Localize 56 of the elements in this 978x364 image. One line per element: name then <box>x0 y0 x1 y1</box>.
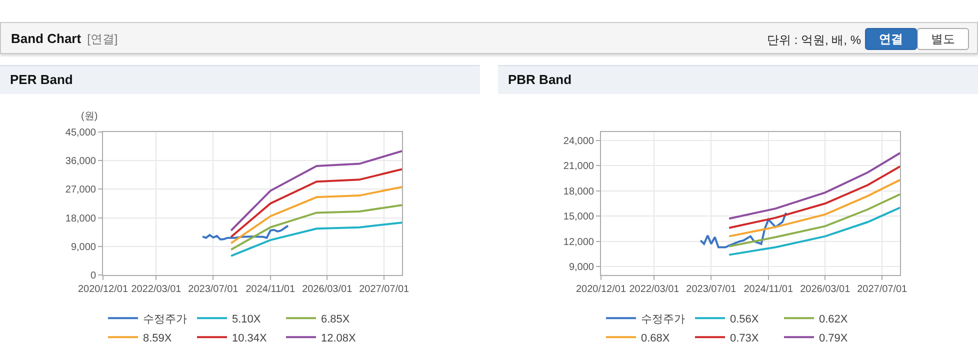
y-tick-label: 21,000 <box>563 161 594 172</box>
line-series <box>230 186 402 244</box>
legend-label: 수정주가 <box>143 313 187 326</box>
legend-label: 5.10X <box>232 313 262 326</box>
x-tick-label: 2026/03/01 <box>302 284 353 295</box>
legend-label: 8.59X <box>143 332 172 344</box>
legend-label: 6.85X <box>321 313 350 326</box>
y-tick-label: 0 <box>90 270 96 282</box>
x-tick-label: 2024/11/01 <box>744 284 794 295</box>
y-tick-label: 45,000 <box>65 128 96 138</box>
y-tick-label: 18,000 <box>563 186 594 198</box>
x-tick-label: 2024/11/01 <box>246 284 296 295</box>
toggle-button-active[interactable]: 연결 <box>865 28 917 50</box>
x-tick-label: 2026/03/01 <box>800 284 851 295</box>
line-series <box>728 178 900 238</box>
y-axis-title: (원) <box>81 111 98 122</box>
legend-label: 0.68X <box>641 332 670 344</box>
x-tick-label: 2023/07/01 <box>188 284 239 295</box>
y-tick-label: 12,000 <box>563 236 594 248</box>
line-series <box>230 222 402 257</box>
toggle-button[interactable]: 별도 <box>917 28 969 50</box>
x-tick-label: 2022/03/01 <box>629 284 680 295</box>
y-tick-label: 36,000 <box>65 156 96 168</box>
line-series <box>230 150 402 232</box>
y-tick-label: 24,000 <box>563 136 594 147</box>
x-tick-label: 2020/12/01 <box>78 284 128 295</box>
y-tick-label: 15,000 <box>563 212 594 223</box>
x-tick-label: 2022/03/01 <box>131 284 182 295</box>
line-series <box>230 204 402 251</box>
x-tick-label: 2023/07/01 <box>686 284 737 295</box>
legend-label: 0.62X <box>819 313 848 326</box>
y-tick-label: 9,000 <box>70 242 96 253</box>
line-series <box>728 152 900 220</box>
x-tick-label: 2020/12/01 <box>576 284 626 295</box>
legend-label: 10.34X <box>232 332 268 344</box>
text: Band Chart <box>11 31 82 46</box>
y-tick-label: 27,000 <box>65 184 96 196</box>
chart-title: PER Band <box>0 65 480 94</box>
line-series <box>230 168 402 238</box>
x-tick-label: 2027/07/01 <box>359 284 410 295</box>
legend-label: 0.79X <box>819 332 848 344</box>
chart-title: PBR Band <box>498 65 978 94</box>
legend-label: 0.56X <box>730 313 760 326</box>
y-tick-label: 18,000 <box>65 213 96 224</box>
legend-label: 수정주가 <box>641 313 685 326</box>
y-tick-label: 9,000 <box>568 262 594 274</box>
legend-label: 0.73X <box>730 332 760 344</box>
x-tick-label: 2027/07/01 <box>857 284 908 295</box>
line-series <box>700 212 788 248</box>
legend-label: 12.08X <box>321 332 357 344</box>
line-series <box>202 224 290 240</box>
line-series <box>728 206 900 256</box>
line-series <box>728 193 900 248</box>
line-series <box>728 165 900 229</box>
text: 단위 : 억원, 배, % <box>766 32 861 49</box>
text: [연결] <box>87 32 118 46</box>
